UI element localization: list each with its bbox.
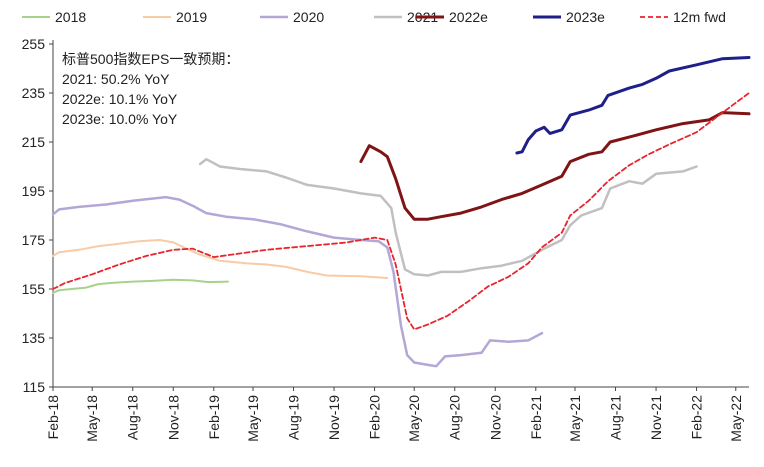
x-tick-label: Feb-22	[689, 395, 705, 440]
x-tick-label: Aug-20	[447, 395, 463, 440]
legend-label-12m-fwd: 12m fwd	[673, 9, 726, 25]
x-tick-label: May-18	[84, 395, 100, 442]
annotation-line-2022e: 2022e: 10.1% YoY	[62, 91, 178, 107]
plot-area	[51, 56, 751, 368]
legend: 2018 2019 2020 2021 2022e 2023e 12m fwd	[22, 9, 726, 25]
y-tick-label: 215	[22, 134, 46, 150]
axes: 115 135 155 175 195 215 235 255 Feb-18 May-18 Aug-…	[22, 36, 749, 442]
annotation-box: 标普500指数EPS一致预期： 2021: 50.2% YoY 2022e: 1…	[62, 51, 239, 127]
annotation-line-title: 标普500指数EPS一致预期：	[62, 51, 239, 67]
x-tick-label: May-22	[728, 395, 744, 442]
x-tick-label: May-19	[245, 395, 261, 442]
legend-label-2022e: 2022e	[449, 9, 488, 25]
x-tick-label: May-20	[406, 395, 422, 442]
legend-label-2023e: 2023e	[566, 9, 605, 25]
x-tick-label: Feb-21	[528, 395, 544, 440]
x-tick-label: Aug-21	[608, 395, 624, 440]
series-line-2022e	[359, 111, 751, 221]
y-tick-label: 255	[22, 36, 46, 52]
legend-label-2018: 2018	[55, 9, 86, 25]
x-tick-label: Feb-19	[206, 395, 222, 440]
x-tick-label: Nov-19	[326, 395, 342, 440]
x-tick-label: Nov-20	[487, 395, 503, 440]
y-tick-label: 235	[22, 85, 46, 101]
y-tick-label: 195	[22, 183, 46, 199]
annotation-line-2023e: 2023e: 10.0% YoY	[62, 111, 178, 127]
x-tick-label: Nov-18	[165, 395, 181, 440]
x-tick-label: Aug-18	[125, 395, 141, 440]
series-line-2018	[52, 278, 229, 294]
y-tick-label: 115	[23, 379, 46, 395]
x-tick-label: May-21	[567, 395, 583, 442]
series-line-2021	[198, 157, 698, 277]
x-tick-label: Feb-18	[45, 395, 61, 440]
x-tick-label: Feb-20	[367, 395, 383, 440]
x-tick-label: Nov-21	[648, 395, 664, 440]
y-tick-label: 155	[22, 281, 46, 297]
series-line-2023e	[515, 56, 751, 155]
legend-label-2020: 2020	[293, 9, 324, 25]
annotation-line-2021: 2021: 50.2% YoY	[62, 71, 170, 87]
y-tick-label: 135	[22, 330, 46, 346]
series-line-2019	[52, 239, 389, 279]
y-tick-label: 175	[22, 232, 46, 248]
series-line-2020	[51, 195, 544, 368]
x-tick-label: Aug-19	[286, 395, 302, 440]
legend-label-2019: 2019	[176, 9, 207, 25]
series-line-12m-fwd	[52, 92, 750, 331]
